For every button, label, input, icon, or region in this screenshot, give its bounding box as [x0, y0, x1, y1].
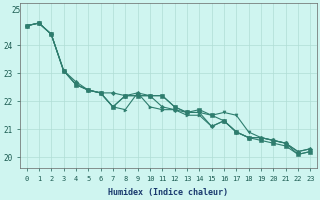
Text: 25: 25 [11, 6, 20, 15]
X-axis label: Humidex (Indice chaleur): Humidex (Indice chaleur) [108, 188, 228, 197]
